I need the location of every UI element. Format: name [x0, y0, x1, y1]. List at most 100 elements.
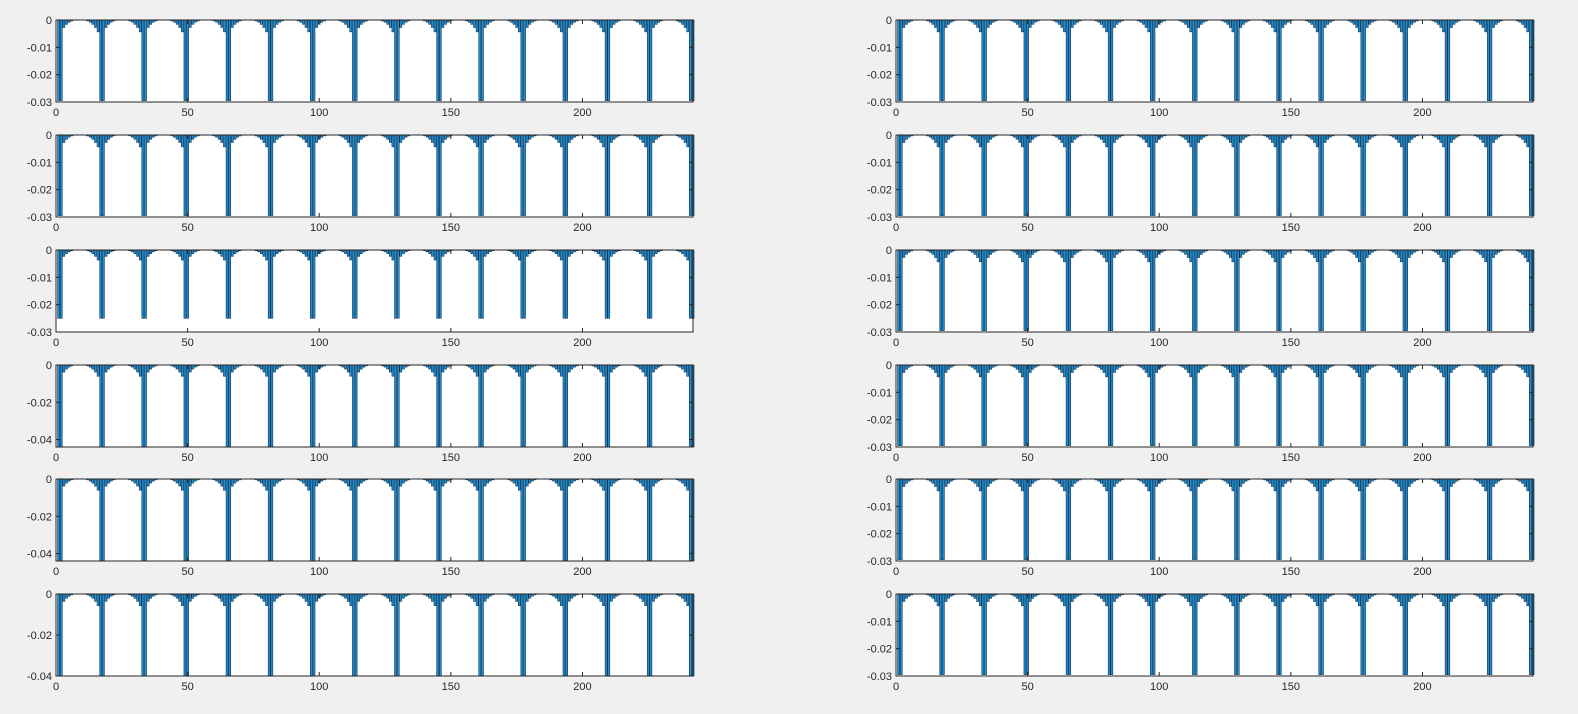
- x-tick-label: 50: [181, 566, 193, 578]
- bar: [144, 478, 147, 562]
- bar: [976, 478, 979, 487]
- bar: [302, 593, 305, 599]
- bar: [391, 19, 395, 33]
- subplot-left-6: 0 50 100 150 200 0 -0.02 -0.04: [27, 589, 695, 693]
- bar: [525, 593, 529, 602]
- bar: [1355, 19, 1358, 28]
- bar: [1107, 478, 1111, 560]
- bar-series: [897, 249, 1535, 331]
- bar: [354, 249, 358, 319]
- x-tick-label: 50: [1021, 681, 1033, 693]
- bar: [1529, 19, 1532, 101]
- bar: [1105, 249, 1108, 263]
- bar: [233, 249, 237, 254]
- bar: [360, 593, 363, 599]
- subplot-left-2: 0 50 100 150 200 0 -0.01 -0.02 -0.03: [27, 130, 695, 234]
- bar: [136, 249, 139, 257]
- bar: [478, 134, 482, 216]
- bar: [905, 249, 908, 255]
- bar: [233, 19, 237, 25]
- bar: [62, 249, 66, 257]
- bar: [307, 478, 311, 491]
- axes-frame: [55, 478, 694, 562]
- bar: [91, 364, 95, 370]
- x-tick-label: 50: [181, 107, 193, 119]
- bar: [1239, 593, 1243, 602]
- bar: [973, 593, 977, 599]
- bar: [304, 19, 308, 28]
- bar: [99, 478, 103, 562]
- bar: [178, 249, 182, 257]
- bar: [1113, 593, 1116, 602]
- bar: [481, 364, 484, 448]
- x-tick-label: 100: [1150, 452, 1168, 464]
- bar: [62, 134, 66, 143]
- y-tick-label: -0.03: [867, 442, 892, 454]
- bar: [1231, 249, 1235, 263]
- bar: [512, 364, 516, 370]
- bar: [1239, 478, 1243, 487]
- bar: [517, 364, 521, 377]
- bar: [1192, 593, 1195, 675]
- bar: [1268, 364, 1272, 370]
- bar: [989, 249, 993, 255]
- bar: [1365, 364, 1369, 373]
- bar: [57, 478, 60, 562]
- bar: [1397, 19, 1401, 28]
- bar: [186, 593, 189, 677]
- x-tick-label: 100: [1150, 681, 1168, 693]
- bar: [231, 19, 234, 28]
- bar: [557, 364, 561, 373]
- bar: [1228, 249, 1232, 258]
- bar: [1115, 134, 1119, 140]
- bar: [1526, 249, 1530, 263]
- bar: [307, 249, 311, 261]
- axes-background: [896, 20, 1533, 102]
- bar: [1450, 19, 1453, 28]
- bar: [1410, 134, 1414, 140]
- bar: [1234, 134, 1237, 216]
- bar: [557, 478, 561, 487]
- bar: [646, 593, 650, 677]
- bar: [475, 478, 479, 491]
- bar: [562, 134, 566, 216]
- bar: [939, 478, 943, 560]
- bar: [436, 593, 439, 677]
- bar: [939, 249, 943, 331]
- axes-background: [896, 479, 1533, 561]
- bar: [1436, 19, 1440, 25]
- bar: [186, 134, 189, 216]
- bar: [1479, 593, 1482, 599]
- bar: [473, 19, 476, 28]
- bar: [146, 593, 150, 602]
- bar: [225, 364, 229, 448]
- bar: [360, 134, 363, 140]
- bar: [1144, 19, 1148, 28]
- bar: [1194, 249, 1198, 331]
- bar: [976, 364, 979, 373]
- x-tick-label: 150: [1282, 452, 1300, 464]
- bar: [1410, 364, 1414, 370]
- bar: [565, 19, 568, 101]
- bar: [470, 478, 474, 484]
- bar: [1318, 593, 1322, 675]
- bar: [178, 134, 182, 143]
- bar: [1155, 249, 1158, 258]
- bar: [217, 593, 221, 599]
- bar: [1450, 593, 1453, 602]
- bar: [96, 478, 100, 491]
- bar: [517, 249, 521, 261]
- bar: [942, 478, 945, 560]
- bar: [639, 134, 642, 140]
- bar: [431, 249, 434, 257]
- bar: [1200, 19, 1203, 25]
- bar: [1400, 478, 1403, 492]
- bar: [57, 134, 60, 216]
- bar: [689, 364, 692, 448]
- bar: [265, 593, 268, 606]
- bar: [1228, 364, 1232, 373]
- bar: [596, 364, 600, 370]
- bar: [1407, 364, 1411, 373]
- bar: [346, 364, 350, 373]
- bar: [1529, 478, 1532, 560]
